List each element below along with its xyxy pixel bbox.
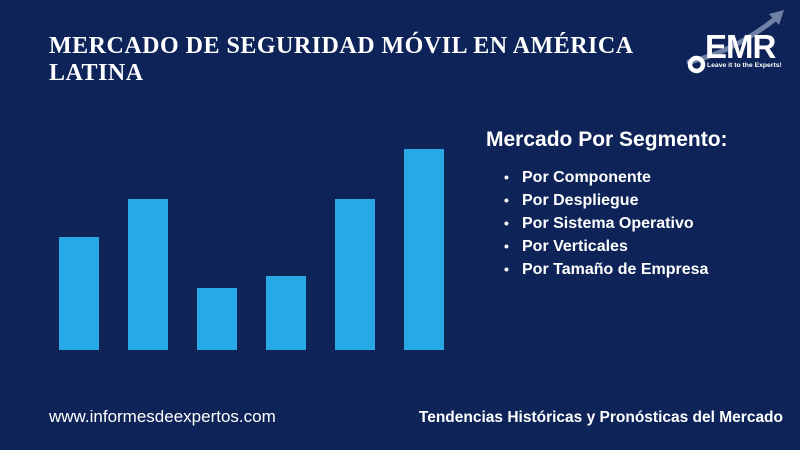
list-item: • Por Tamaño de Empresa bbox=[504, 258, 708, 281]
list-item: • Por Verticales bbox=[504, 235, 708, 258]
emr-logo: EMR Leave it to the Experts! bbox=[683, 8, 795, 74]
logo-wordmark: EMR bbox=[705, 28, 777, 65]
bar-chart bbox=[59, 130, 444, 350]
footer-tagline: Tendencias Históricas y Pronósticas del … bbox=[418, 409, 783, 426]
logo-tagline: Leave it to the Experts! bbox=[707, 62, 782, 69]
chart-bar-5 bbox=[335, 199, 375, 350]
chart-bar-2 bbox=[128, 199, 168, 350]
segment-label: Por Tamaño de Empresa bbox=[522, 261, 709, 278]
segments-list: • Por Componente • Por Despliegue • Por … bbox=[504, 166, 708, 281]
logo-ring-icon bbox=[687, 55, 706, 74]
segment-label: Por Despliegue bbox=[522, 192, 639, 209]
chart-bar-3 bbox=[197, 288, 237, 350]
bullet-icon: • bbox=[504, 261, 509, 277]
growth-arrow-head-icon bbox=[769, 10, 784, 25]
list-item: • Por Despliegue bbox=[504, 189, 708, 212]
bullet-icon: • bbox=[504, 169, 509, 185]
segment-label: Por Verticales bbox=[522, 238, 628, 255]
list-item: • Por Sistema Operativo bbox=[504, 212, 708, 235]
chart-bar-1 bbox=[59, 237, 99, 350]
segment-label: Por Componente bbox=[522, 169, 651, 186]
chart-bar-4 bbox=[266, 276, 306, 350]
segments-heading: Mercado Por Segmento: bbox=[486, 128, 728, 151]
chart-bar-6 bbox=[404, 149, 444, 350]
bullet-icon: • bbox=[504, 215, 509, 231]
list-item: • Por Componente bbox=[504, 166, 708, 189]
bullet-icon: • bbox=[504, 238, 509, 254]
bullet-icon: • bbox=[504, 192, 509, 208]
segment-label: Por Sistema Operativo bbox=[522, 215, 694, 232]
website-link[interactable]: www.informesdeexpertos.com bbox=[49, 407, 276, 426]
page-title: MERCADO DE SEGURIDAD MÓVIL EN AMÉRICA LA… bbox=[49, 33, 633, 86]
